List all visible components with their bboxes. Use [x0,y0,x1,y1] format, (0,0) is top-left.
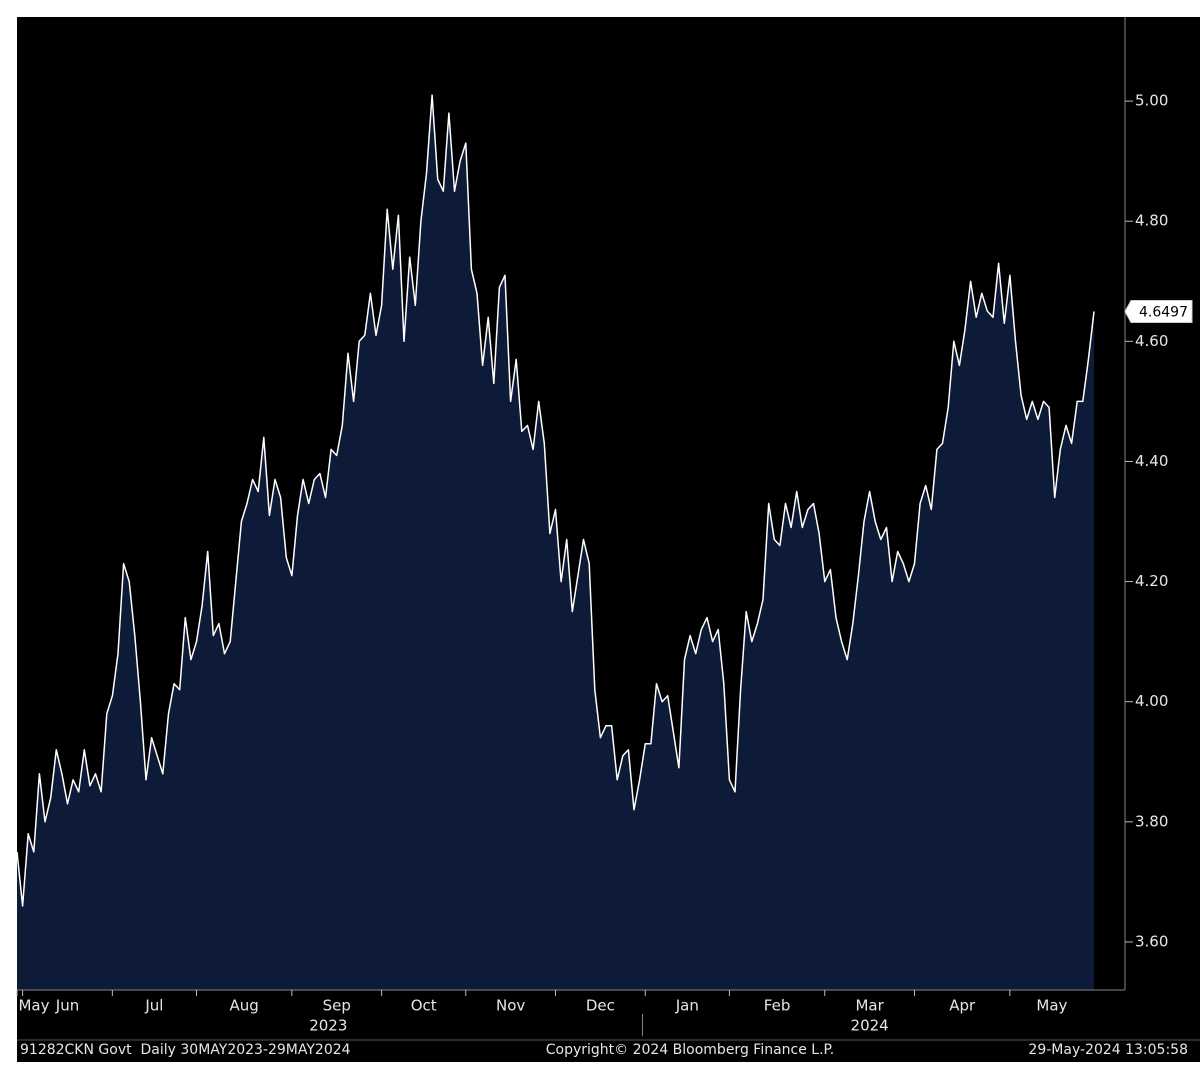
y-tick-label: 4.60 [1135,332,1168,350]
x-tick-label: Dec [586,997,615,1015]
y-tick-label: 3.80 [1135,812,1168,830]
y-tick-label: 3.60 [1135,932,1168,950]
footer-center: Copyright© 2024 Bloomberg Finance L.P. [546,1042,835,1058]
line [16,94,1095,907]
x-tick-label: Jul [144,997,163,1015]
x-tick-label: Mar [855,997,884,1015]
y-tick-label: 4.40 [1135,452,1168,470]
y-tick-label: 5.00 [1135,92,1168,110]
y-tick-label: 4.20 [1135,572,1168,590]
year-label: 2024 [851,1017,889,1035]
x-tick-label: Sep [323,997,351,1015]
x-tick-label: Nov [496,997,525,1015]
last-value-label: 4.6497 [1139,304,1188,320]
area-fill [17,95,1094,991]
x-tick-label: May [1036,997,1067,1015]
x-tick-label: Feb [764,997,791,1015]
y-tick-label: 4.00 [1135,692,1168,710]
x-tick-label: Apr [949,997,976,1015]
x-tick-label: Jun [55,997,79,1015]
footer-left: 91282CKN Govt Daily 30MAY2023-29MAY2024 [20,1042,351,1058]
last-value-tag [1124,299,1193,323]
year-label: 2023 [309,1017,347,1035]
x-tick-label: Jan [675,997,699,1015]
footer-right: 29-May-2024 13:05:58 [1028,1042,1188,1058]
y-tick-label: 4.80 [1135,212,1168,230]
x-tick-label: May [18,997,49,1015]
x-tick-label: Aug [230,997,259,1015]
x-tick-label: Oct [411,997,437,1015]
